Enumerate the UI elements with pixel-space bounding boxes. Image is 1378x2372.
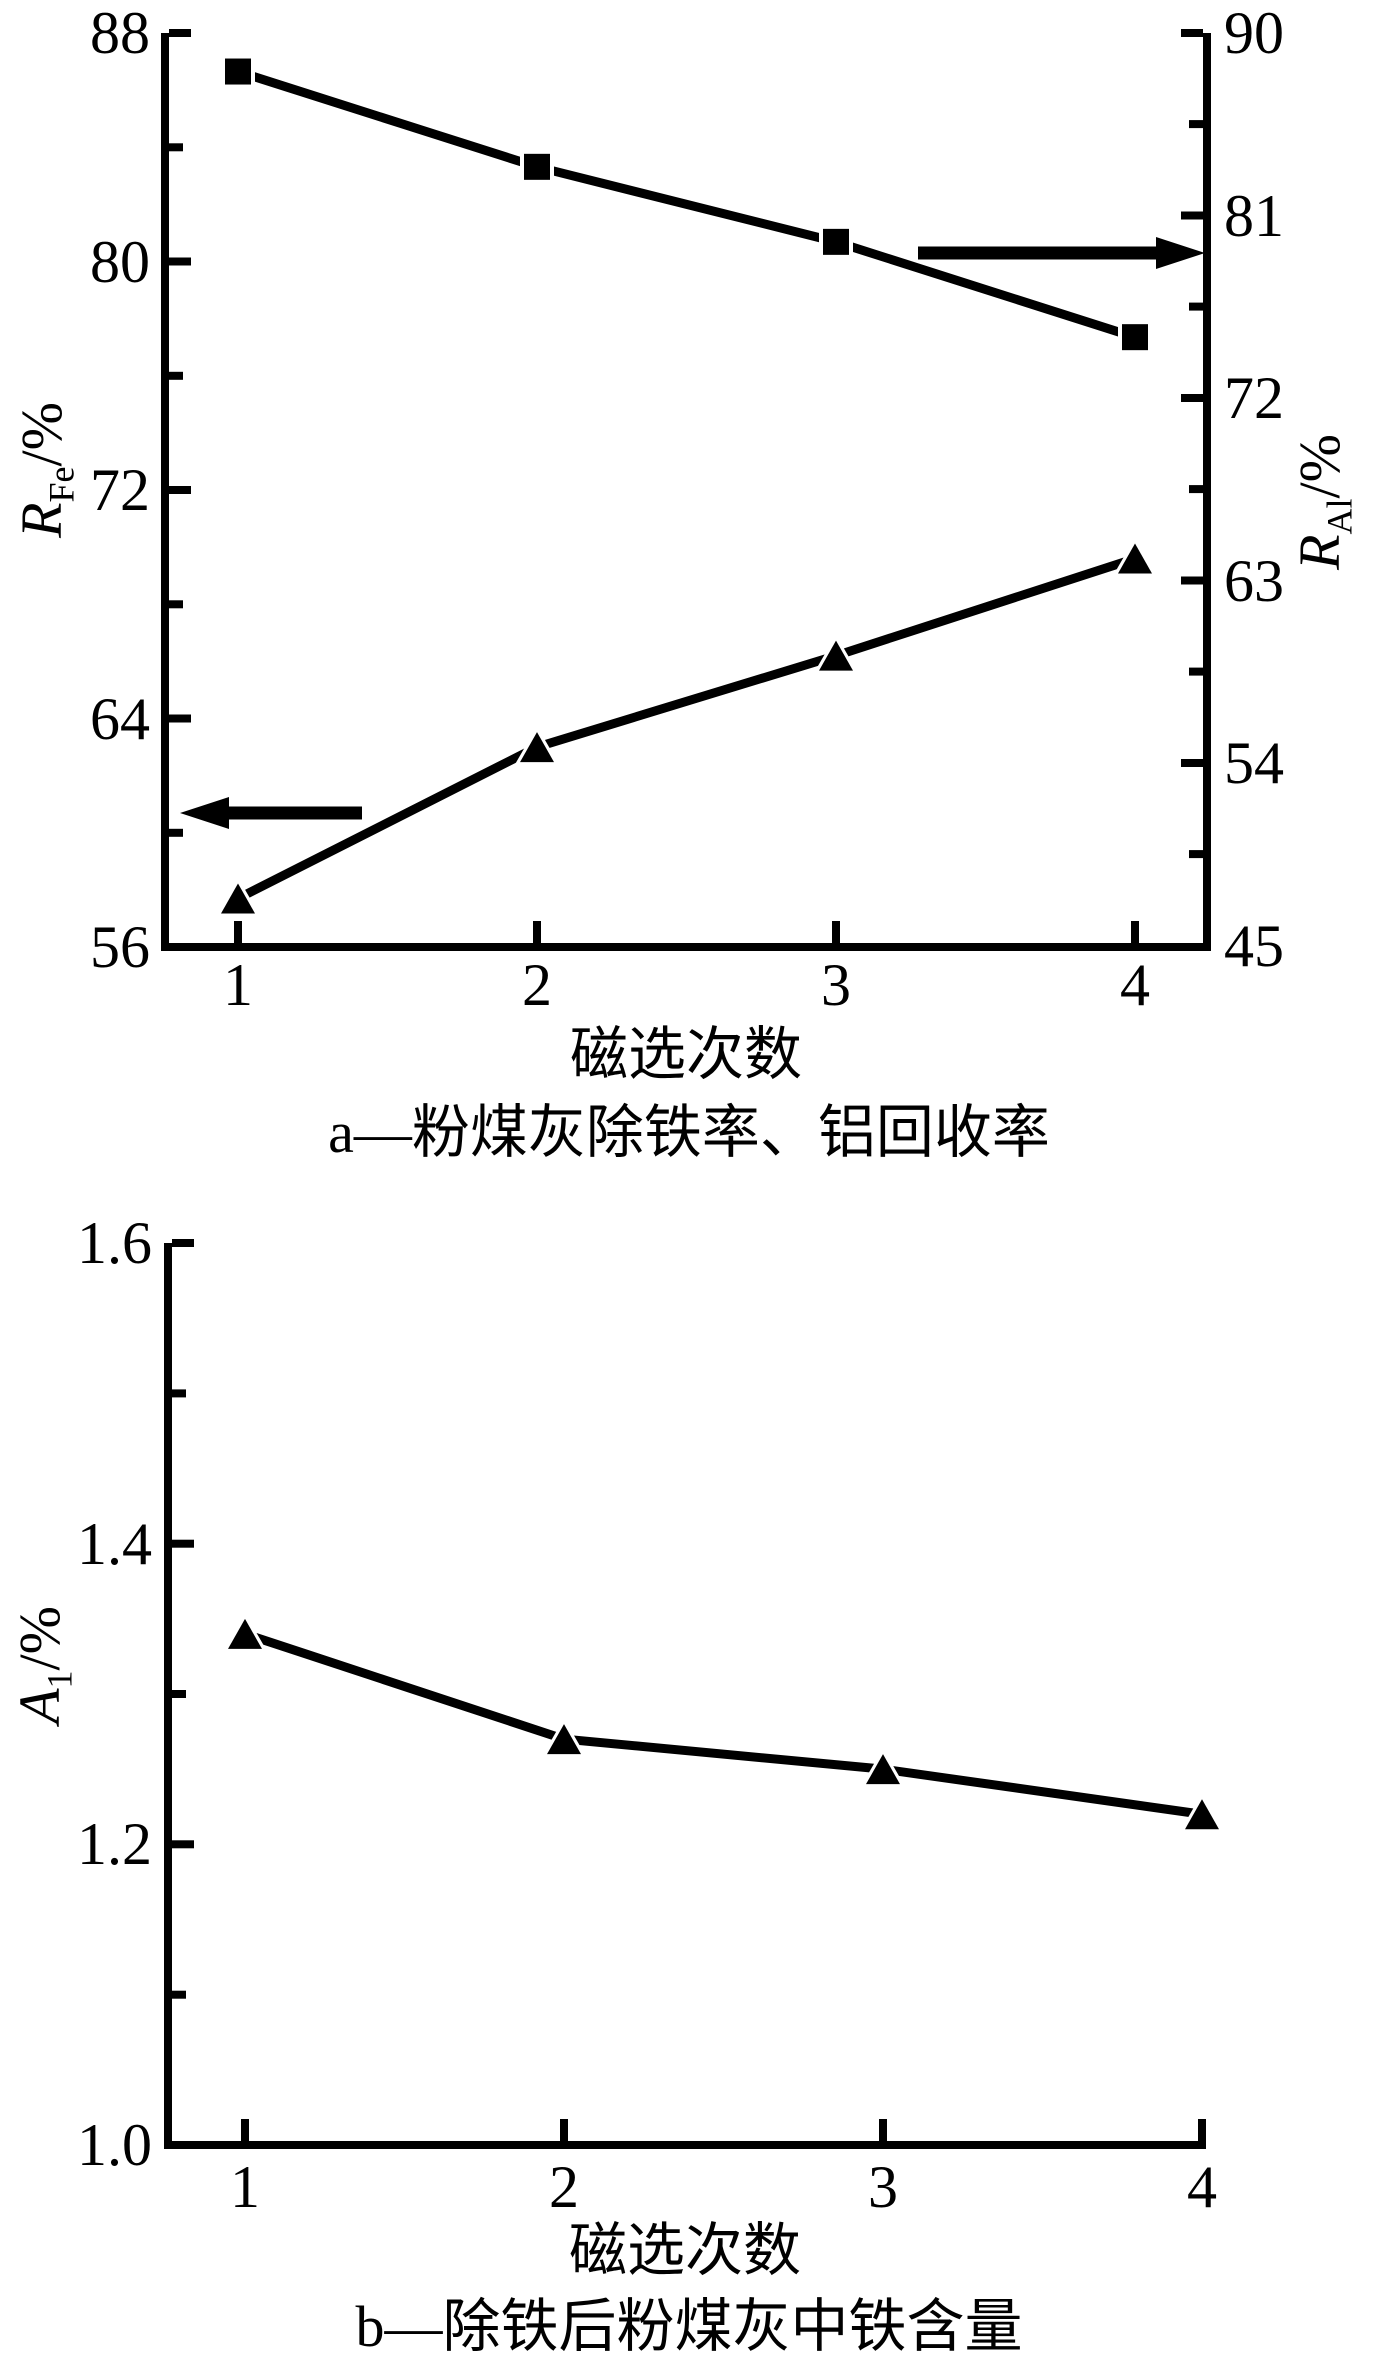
axis-tick-major (1131, 921, 1139, 943)
axis-tick-major (1181, 29, 1203, 37)
rfe-series-marker-triangle (819, 640, 853, 671)
right-arrow-head (1156, 237, 1205, 269)
axis-tick-minor (1189, 485, 1203, 494)
panel-a-left-tick-label: 88 (90, 0, 150, 66)
axis-tick-major (241, 2119, 249, 2141)
panel-b-x-tick-label: 3 (868, 2154, 898, 2220)
axis-tick-minor (172, 1389, 186, 1398)
panel-a-right-tick-label: 72 (1224, 365, 1284, 431)
panel-b-left-tick-label: 1.0 (77, 2112, 152, 2178)
ral-series-marker-square (524, 153, 550, 180)
axis-tick-major (1181, 394, 1203, 402)
panel-a-right-tick-label: 63 (1224, 547, 1284, 614)
rfe-series-marker-triangle (1118, 543, 1152, 574)
axis-label-symbol: R (9, 502, 74, 538)
axis-tick-major (1181, 211, 1203, 220)
axis-label-unit: /% (7, 1606, 72, 1671)
panel-a-caption: a—粉煤灰除铁率、铝回收率 (328, 1100, 1050, 1165)
rfe-series-marker-triangle (520, 732, 554, 763)
a1-series-marker-triangle (866, 1754, 900, 1785)
axis-tick-minor (1189, 120, 1203, 129)
ral-series-marker-square (1122, 324, 1148, 351)
axis-tick-major (1198, 2119, 1206, 2141)
axis-tick-major (169, 714, 191, 723)
panel-b-x-tick-label: 4 (1187, 2154, 1217, 2220)
left-arrow-head (180, 797, 229, 829)
axis-tick-minor (169, 143, 183, 152)
axis-label-symbol: A (7, 1688, 72, 1724)
panel-a-right-tick-label: 45 (1224, 912, 1284, 979)
panel-b-left-tick-label: 1.2 (77, 1811, 152, 1878)
panel-a-right-spine (1203, 33, 1211, 951)
a1-series-line (243, 1629, 1203, 1819)
panel-a-right-axis-label: RAl/% (1287, 434, 1360, 570)
panel-b-x-tick-label: 2 (549, 2154, 579, 2220)
axis-tick-major (172, 1239, 194, 1247)
axis-label-subscript: 1 (39, 1670, 80, 1689)
axis-label-subscript: Fe (41, 466, 82, 503)
panel-a-x-tick-label: 1 (223, 952, 253, 1018)
panel-b-left-tick-label: 1.4 (77, 1510, 152, 1577)
rfe-series-line (235, 554, 1137, 903)
axis-tick-major (832, 921, 840, 943)
panel-b-bottom-spine (164, 2141, 1206, 2149)
panel-b-x-tick-label: 1 (230, 2154, 260, 2220)
panel-a-left-tick-label: 80 (90, 228, 150, 295)
axis-tick-minor (169, 828, 183, 837)
ral-series-marker-square (225, 58, 251, 85)
axis-tick-major (533, 921, 541, 943)
panel-a-x-tick-label: 4 (1120, 952, 1150, 1018)
panel-a-right-tick-label: 90 (1224, 0, 1284, 66)
axis-tick-major (1181, 759, 1203, 767)
axis-label-symbol: R (1287, 534, 1352, 570)
axis-tick-major (879, 2119, 887, 2141)
a1-series-marker-triangle (1185, 1799, 1219, 1830)
ral-series-marker-square (823, 228, 849, 255)
panel-a-right-tick-label: 81 (1224, 182, 1284, 249)
axis-label-unit: /% (1287, 434, 1352, 499)
axis-label-subscript: Al (1319, 498, 1360, 535)
axis-tick-major (560, 2119, 568, 2141)
axis-tick-major (172, 1840, 194, 1849)
axis-tick-minor (169, 371, 183, 380)
axis-tick-minor (172, 1990, 186, 1999)
axis-tick-minor (172, 1690, 186, 1698)
panel-a-left-axis-label: RFe/% (9, 402, 82, 538)
axis-label-unit: /% (9, 402, 74, 467)
axis-tick-major (169, 486, 191, 494)
a1-series-marker-triangle (547, 1724, 581, 1755)
panel-a-x-axis-title: 磁选次数 (569, 1022, 802, 1087)
axis-tick-minor (1189, 667, 1203, 676)
axis-tick-major (234, 921, 242, 943)
panel-a-x-tick-label: 3 (821, 952, 851, 1018)
panel-b-x-axis-title: 磁选次数 (568, 2218, 801, 2283)
axis-tick-major (1181, 576, 1203, 585)
panel-a-x-tick-label: 2 (522, 952, 552, 1018)
panel-b-left-axis-label: A1/% (7, 1606, 80, 1724)
panel-a-right-tick-label: 54 (1224, 730, 1284, 796)
rfe-series-marker-triangle (221, 883, 255, 914)
axis-tick-major (169, 29, 191, 37)
panel-a-bottom-spine (161, 943, 1211, 951)
panel-a-left-tick-label: 64 (90, 685, 150, 752)
axis-tick-minor (169, 600, 183, 609)
panel-b-left-tick-label: 1.6 (77, 1210, 152, 1276)
axis-tick-major (169, 257, 191, 266)
panel-a-left-tick-label: 56 (90, 914, 150, 980)
panel-b-caption: b—除铁后粉煤灰中铁含量 (355, 2294, 1023, 2359)
axis-tick-major (172, 1539, 194, 1548)
axis-tick-minor (1189, 850, 1203, 859)
ral-series-line (236, 67, 1137, 342)
panel-a-left-tick-label: 72 (90, 457, 150, 523)
panel-b-left-spine (164, 1243, 172, 2149)
panel-a-left-spine (161, 33, 169, 951)
a1-series-marker-triangle (228, 1618, 262, 1649)
axis-tick-minor (1189, 302, 1203, 311)
